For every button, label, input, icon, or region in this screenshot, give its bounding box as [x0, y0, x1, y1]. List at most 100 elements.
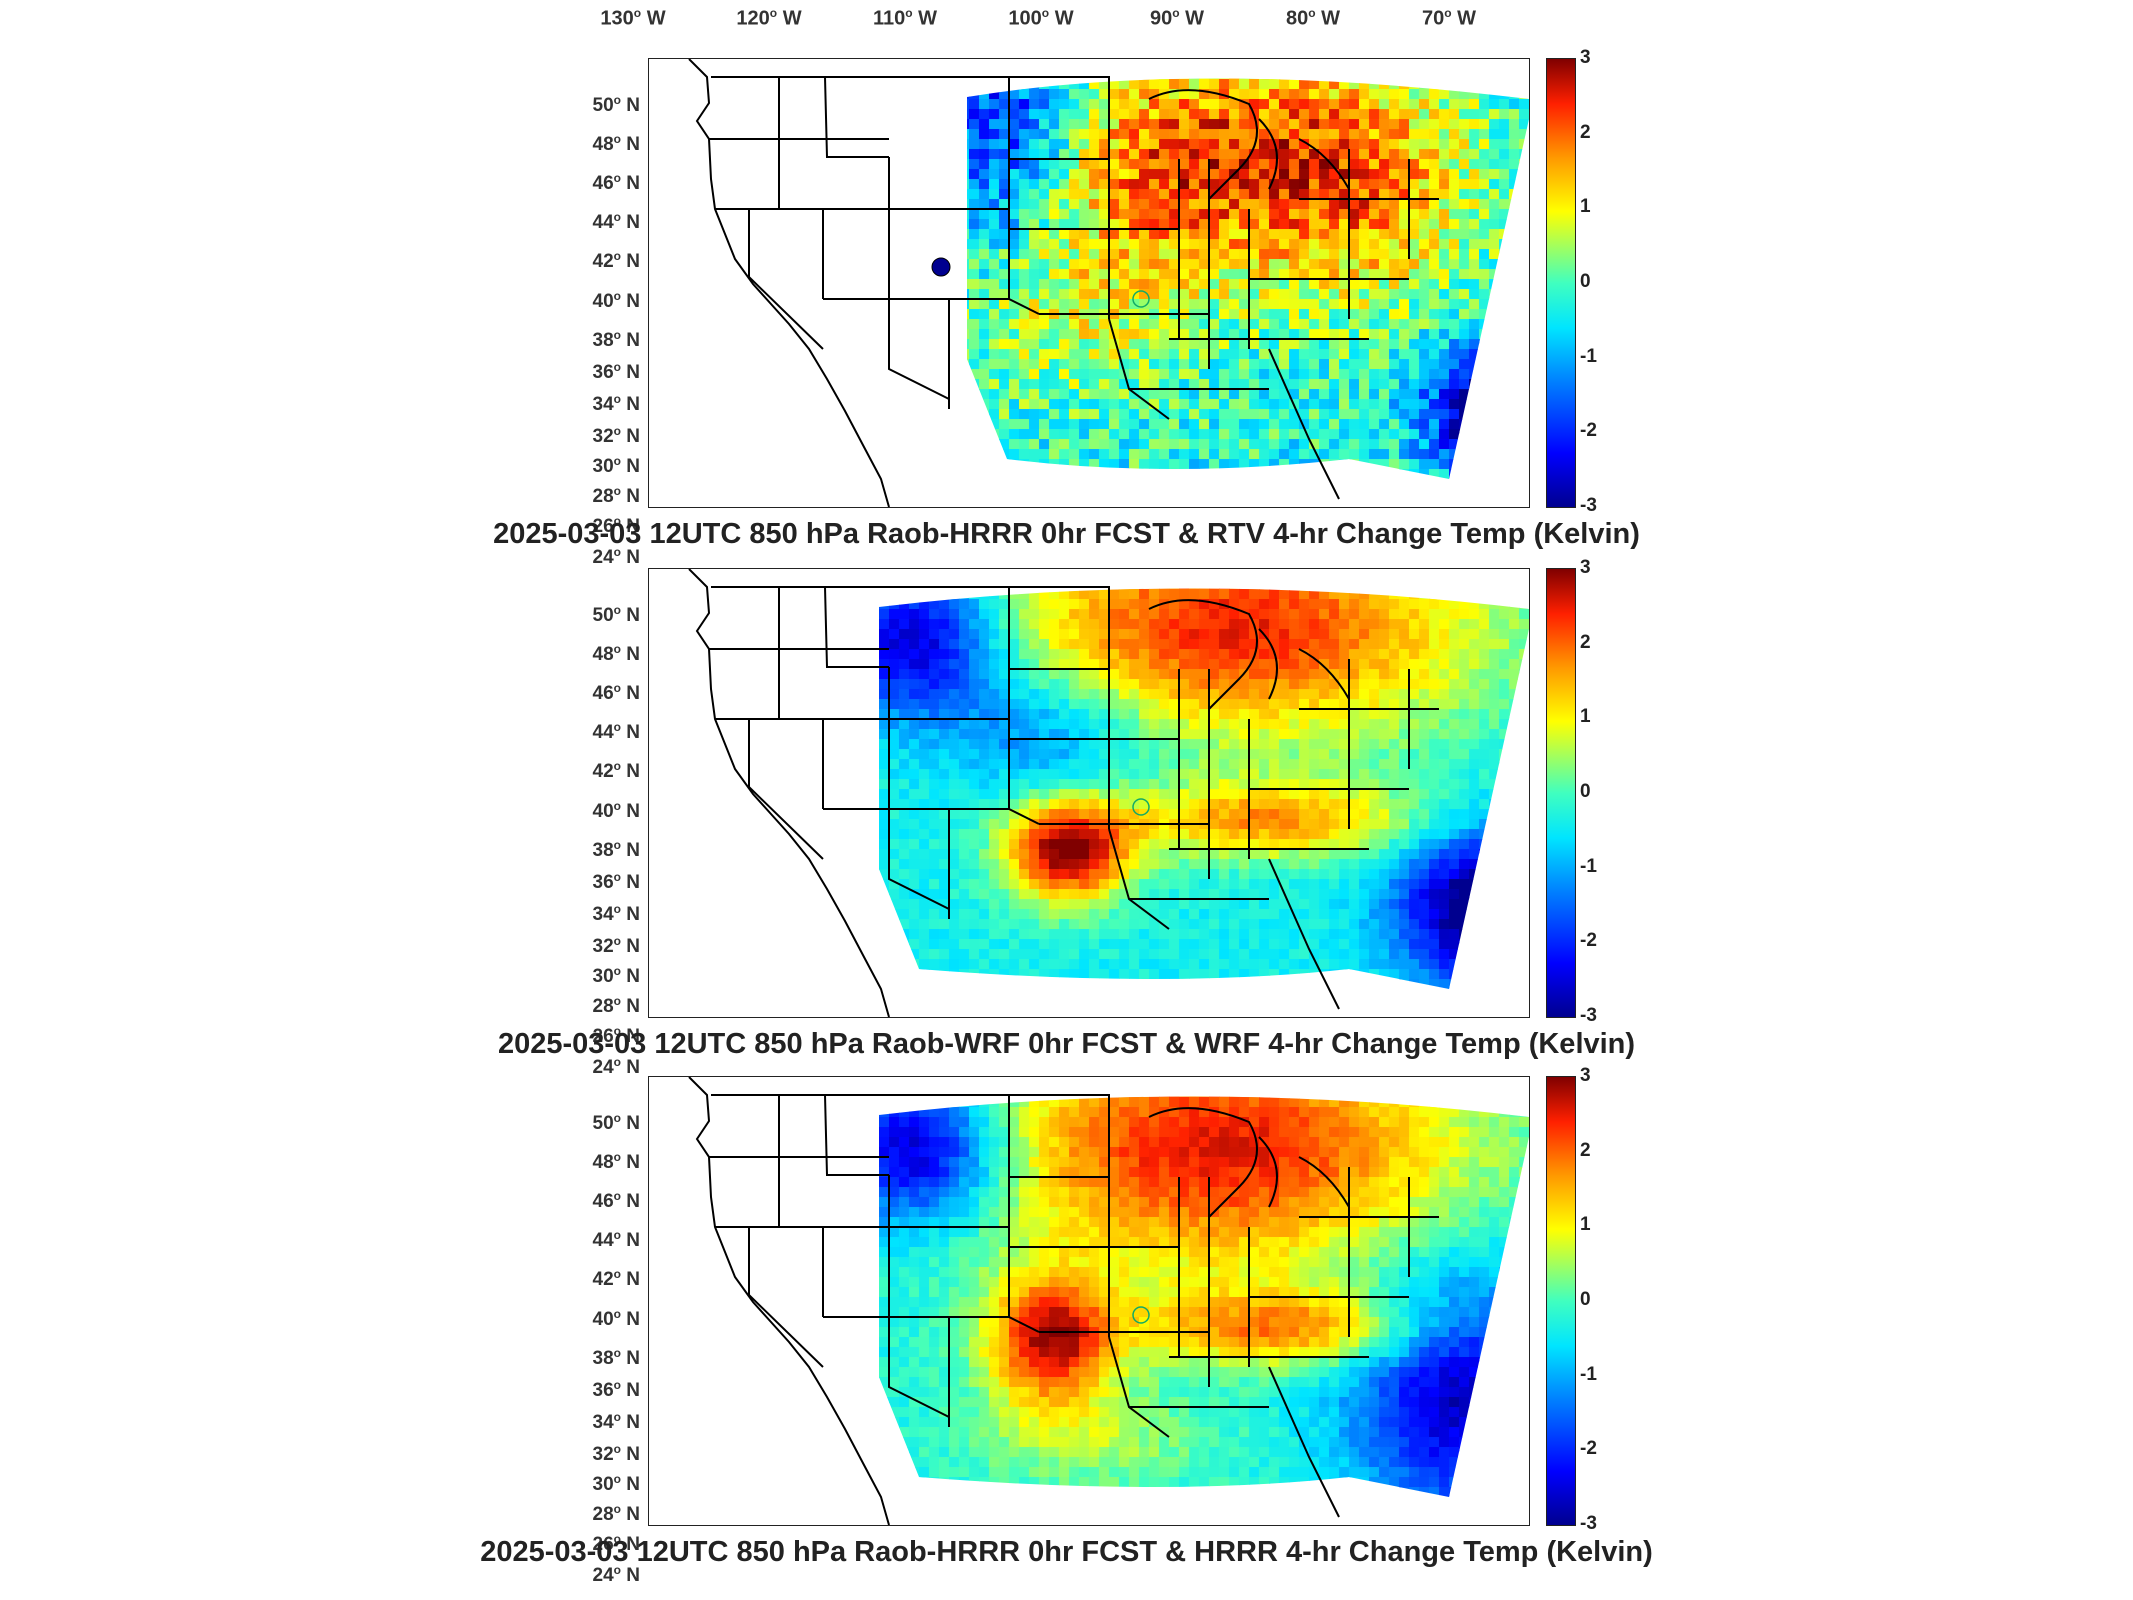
lon-degree: 80 — [1285, 7, 1309, 30]
lat-degree: 50 — [592, 605, 614, 627]
lat-hemi: N — [626, 1444, 640, 1466]
lat-hemi: N — [626, 486, 640, 508]
latitude-label: 38o N — [592, 1345, 641, 1370]
latitude-label: 42o N — [592, 758, 641, 783]
lat-degree: 46 — [592, 1191, 614, 1213]
map-frame — [648, 1076, 1530, 1526]
colorbar-tick-label: 1 — [1580, 706, 1591, 728]
latitude-label: 28o N — [592, 1501, 641, 1526]
lat-hemi: N — [626, 722, 640, 744]
state-borders — [688, 569, 1439, 1017]
latitude-label: 32o N — [592, 423, 641, 448]
lat-degree: 42 — [592, 761, 614, 783]
latitude-label: 36o N — [592, 359, 641, 384]
lat-hemi: N — [626, 996, 640, 1018]
colorbar — [1546, 568, 1576, 1018]
lat-degree: 28 — [592, 996, 614, 1018]
lat-hemi: N — [626, 95, 640, 117]
lat-degree: 44 — [592, 722, 614, 744]
latitude-label: 34o N — [592, 391, 641, 416]
lat-degree: 30 — [592, 966, 614, 988]
latitude-label: 36o N — [592, 869, 641, 894]
latitude-label: 44o N — [592, 719, 641, 744]
lat-hemi: N — [626, 362, 640, 384]
longitude-label: 100o W — [1008, 6, 1074, 30]
longitude-label: 70o W — [1421, 6, 1477, 30]
lat-degree: 40 — [592, 1309, 614, 1331]
colorbar-tick-label: 3 — [1580, 557, 1591, 578]
lat-degree: 36 — [592, 1380, 614, 1402]
lat-degree: 36 — [592, 362, 614, 384]
map-frame — [648, 568, 1530, 1018]
raob-station-marker — [1132, 290, 1150, 308]
longitude-label: 80o W — [1285, 6, 1341, 30]
lon-hemi: W — [1321, 7, 1341, 30]
latitude-label: 34o N — [592, 1409, 641, 1434]
panel-title: 2025-03-03 12UTC 850 hPa Raob-HRRR 0hr F… — [493, 518, 1640, 550]
lat-hemi: N — [626, 872, 640, 894]
colorbar-tick-label: -3 — [1580, 495, 1597, 516]
lat-hemi: N — [626, 456, 640, 478]
colorbar-tick-label: 2 — [1580, 631, 1591, 653]
lat-degree: 28 — [592, 1504, 614, 1526]
lat-hemi: N — [626, 1191, 640, 1213]
lat-degree: 48 — [592, 134, 614, 156]
lat-degree: 26 — [592, 516, 614, 538]
lat-degree: 24 — [592, 1057, 614, 1079]
lat-hemi: N — [626, 1152, 640, 1174]
latitude-label: 42o N — [592, 1266, 641, 1291]
lat-hemi: N — [626, 1230, 640, 1252]
latitude-label: 34o N — [592, 901, 641, 926]
lat-hemi: N — [626, 1504, 640, 1526]
latitude-label: 36o N — [592, 1377, 641, 1402]
lat-hemi: N — [626, 1412, 640, 1434]
latitude-axis: 50o N 48o N 46o N 44o N 42o N 40o N 38o N 36o N… — [560, 58, 644, 568]
latitude-axis: 50o N 48o N 46o N 44o N 42o N 40o N 38o N 36o N… — [560, 568, 644, 1078]
lat-degree: 24 — [592, 547, 614, 569]
lat-hemi: N — [626, 173, 640, 195]
lat-hemi: N — [626, 1565, 640, 1587]
latitude-label: 28o N — [592, 993, 641, 1018]
latitude-label: 46o N — [592, 1188, 641, 1213]
lat-hemi: N — [626, 904, 640, 926]
latitude-label: 42o N — [592, 248, 641, 273]
lat-hemi: N — [626, 644, 640, 666]
raob-station-marker — [1132, 1306, 1150, 1324]
panel-title: 2025-03-03 12UTC 850 hPa Raob-HRRR 0hr F… — [480, 1536, 1653, 1568]
longitude-label: 120o W — [736, 6, 802, 30]
lat-degree: 38 — [592, 330, 614, 352]
latitude-label: 32o N — [592, 1441, 641, 1466]
temperature-change-map — [688, 1077, 1529, 1525]
lat-hemi: N — [626, 966, 640, 988]
lat-degree: 46 — [592, 683, 614, 705]
panel-title: 2025-03-03 12UTC 850 hPa Raob-WRF 0hr FC… — [497, 1028, 1636, 1060]
colorbar-tick-label: -3 — [1580, 1513, 1597, 1534]
latitude-label: 48o N — [592, 641, 641, 666]
lat-hemi: N — [626, 840, 640, 862]
lat-hemi: N — [626, 683, 640, 705]
lat-hemi: N — [626, 291, 640, 313]
colorbar-tick-label: -3 — [1580, 1005, 1597, 1026]
longitude-axis: 130o W 120o W 110o W 100o W 90o W 80o W 70o W — [0, 0, 2133, 40]
lat-degree: 50 — [592, 95, 614, 117]
latitude-label: 26o N — [592, 1531, 641, 1556]
lat-degree: 38 — [592, 1348, 614, 1370]
raob-station-marker — [1132, 798, 1150, 816]
lat-hemi: N — [626, 761, 640, 783]
lat-degree: 46 — [592, 173, 614, 195]
lat-degree: 40 — [592, 801, 614, 823]
latitude-label: 26o N — [592, 1023, 641, 1048]
lat-degree: 34 — [592, 394, 614, 416]
latitude-label: 30o N — [592, 963, 641, 988]
lat-degree: 44 — [592, 1230, 614, 1252]
lat-hemi: N — [626, 516, 640, 538]
latitude-label: 40o N — [592, 288, 641, 313]
lat-degree: 32 — [592, 1444, 614, 1466]
lon-degree: 90 — [1149, 7, 1173, 30]
map-panel: 50o N 48o N 46o N 44o N 42o N 40o N 38o N 36o N… — [0, 557, 2133, 1078]
colorbar-tick-label: 1 — [1580, 196, 1591, 218]
lat-hemi: N — [626, 1474, 640, 1496]
map-frame — [648, 58, 1530, 508]
lat-degree: 38 — [592, 840, 614, 862]
lat-hemi: N — [626, 1309, 640, 1331]
